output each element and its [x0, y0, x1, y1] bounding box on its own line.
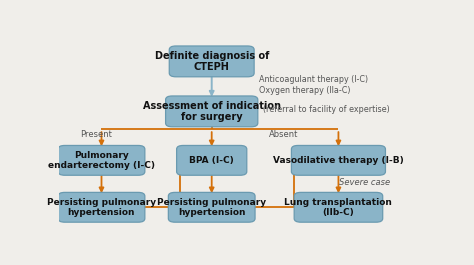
Text: Present: Present [81, 130, 112, 139]
Text: Absent: Absent [269, 130, 298, 139]
Text: Vasodilative therapy (I-B): Vasodilative therapy (I-B) [273, 156, 404, 165]
FancyBboxPatch shape [58, 192, 145, 222]
Text: Persisting pulmonary
hypertension: Persisting pulmonary hypertension [157, 198, 266, 217]
FancyBboxPatch shape [292, 145, 385, 175]
FancyBboxPatch shape [168, 192, 255, 222]
FancyBboxPatch shape [294, 192, 383, 222]
Text: Definite diagnosis of
CTEPH: Definite diagnosis of CTEPH [155, 51, 269, 72]
Text: (referral to facility of expertise): (referral to facility of expertise) [263, 105, 390, 114]
Text: Lung transplantation
(IIb-C): Lung transplantation (IIb-C) [284, 198, 392, 217]
FancyBboxPatch shape [169, 46, 254, 77]
Text: Pulmonary
endarterectomy (I-C): Pulmonary endarterectomy (I-C) [48, 151, 155, 170]
Text: Assessment of indication
for surgery: Assessment of indication for surgery [143, 101, 281, 122]
Text: Severe case: Severe case [339, 178, 390, 187]
FancyBboxPatch shape [58, 145, 145, 175]
FancyBboxPatch shape [165, 96, 258, 127]
Text: BPA (I-C): BPA (I-C) [189, 156, 234, 165]
Text: Persisting pulmonary
hypertension: Persisting pulmonary hypertension [47, 198, 156, 217]
FancyBboxPatch shape [177, 145, 247, 175]
Text: Anticoagulant therapy (I-C)
Oxygen therapy (IIa-C): Anticoagulant therapy (I-C) Oxygen thera… [259, 75, 369, 95]
